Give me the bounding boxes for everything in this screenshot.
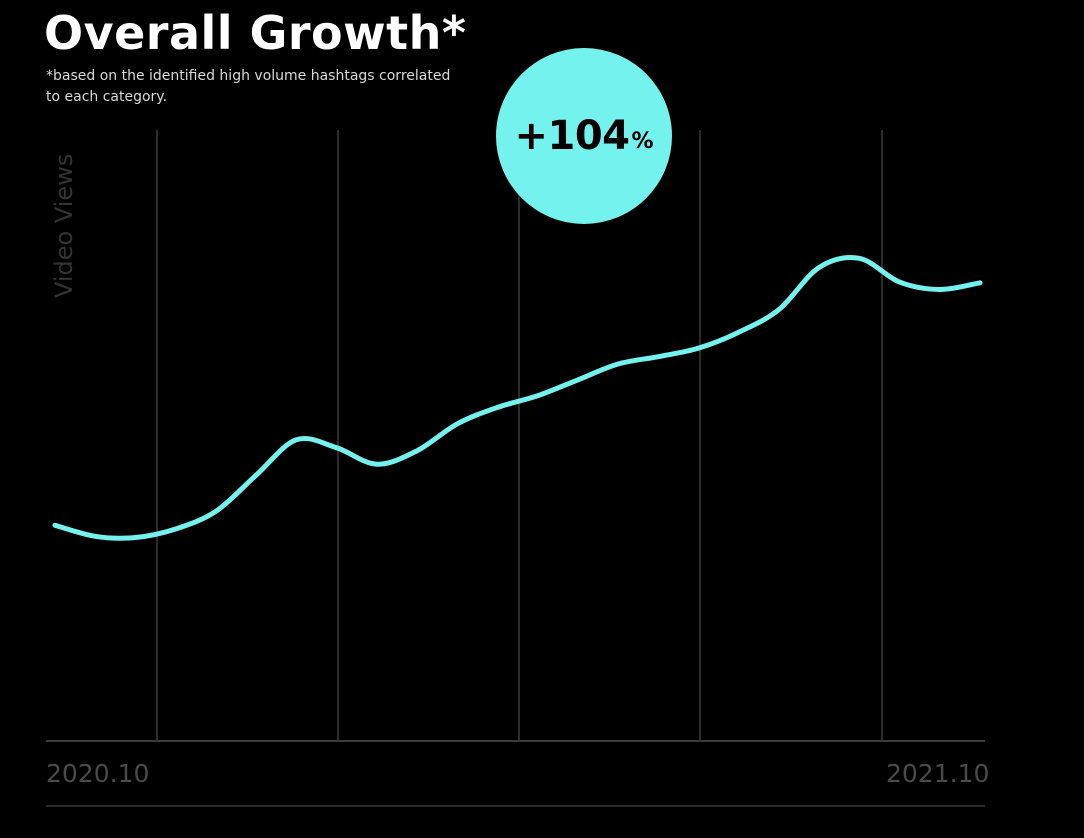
data-point-20 — [817, 266, 821, 270]
data-point-6 — [254, 473, 258, 477]
data-point-23 — [938, 288, 942, 292]
data-point-8 — [335, 446, 339, 450]
growth-value: +104 — [514, 113, 630, 159]
data-point-19 — [777, 308, 781, 312]
growth-unit: % — [631, 128, 654, 154]
growth-badge: +104 % — [496, 48, 672, 224]
data-point-24 — [978, 281, 982, 285]
chart-subtitle: *based on the identified high volume has… — [46, 68, 451, 105]
data-point-10 — [415, 449, 419, 453]
chart-title: Overall Growth* — [44, 6, 467, 60]
data-point-1 — [53, 523, 57, 527]
data-point-13 — [536, 394, 540, 398]
data-point-4 — [174, 527, 178, 531]
data-point-9 — [375, 462, 379, 466]
series-line-video-views — [52, 255, 983, 541]
data-point-21 — [857, 256, 861, 260]
y-axis-label: Video Views — [50, 154, 78, 298]
data-point-7 — [294, 438, 298, 442]
vertical-gridlines — [156, 130, 883, 741]
data-point-5 — [214, 509, 218, 513]
x-tick-label-start: 2020.10 — [46, 759, 150, 788]
data-point-18 — [737, 330, 741, 334]
data-point-17 — [697, 346, 701, 350]
data-point-2 — [93, 534, 97, 538]
data-point-16 — [656, 355, 660, 359]
data-point-22 — [898, 280, 902, 284]
data-point-12 — [495, 405, 499, 409]
data-point-11 — [455, 422, 459, 426]
x-tick-label-end: 2021.10 — [886, 759, 990, 788]
data-point-14 — [576, 378, 580, 382]
series-layer — [52, 255, 983, 541]
data-point-3 — [133, 536, 137, 540]
data-point-15 — [616, 362, 620, 366]
